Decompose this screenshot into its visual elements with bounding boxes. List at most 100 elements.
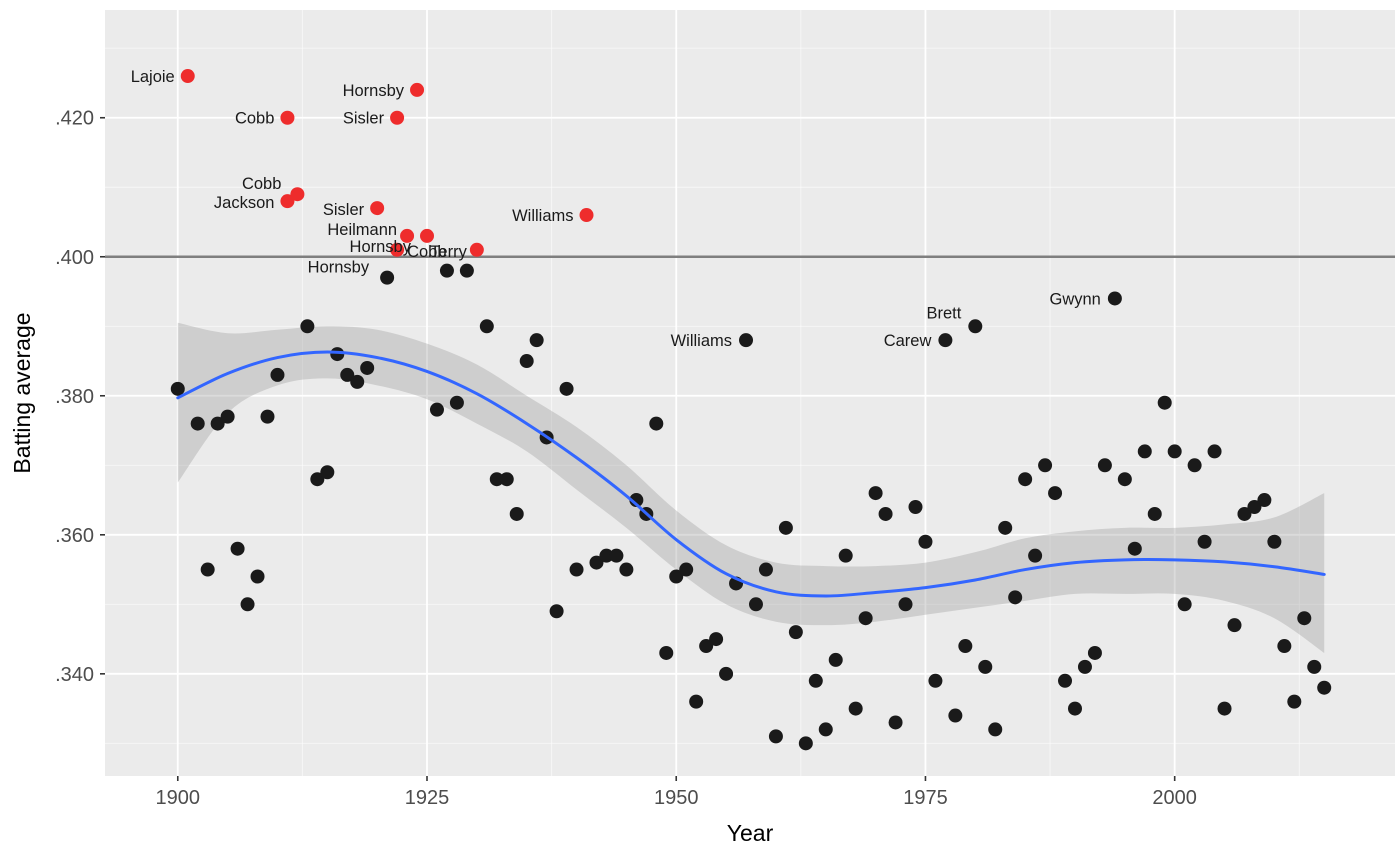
data-point (918, 534, 933, 549)
data-point (230, 541, 245, 556)
player-label: Lajoie (131, 68, 175, 86)
data-point (699, 639, 714, 654)
player-label: Sisler (343, 110, 385, 128)
data-point (220, 409, 235, 424)
data-point (719, 666, 734, 681)
player-label: Cobb (407, 243, 446, 261)
data-point (968, 319, 983, 334)
data-point (748, 597, 763, 612)
data-point (1117, 472, 1132, 487)
data-point (330, 347, 345, 362)
player-label: Hornsby (350, 238, 412, 256)
y-tick-label: .380 (55, 386, 94, 408)
confidence-ribbon (177, 322, 1325, 653)
data-point (938, 333, 953, 348)
data-point (709, 632, 724, 647)
data-point (240, 597, 255, 612)
player-label: Brett (926, 304, 961, 322)
x-tick-label: 1975 (903, 787, 948, 809)
highlight-point (579, 208, 594, 223)
data-point (1167, 444, 1182, 459)
data-point (449, 395, 464, 410)
data-point (549, 604, 564, 619)
player-label: Hornsby (308, 259, 370, 277)
data-point (948, 708, 963, 723)
data-point (1067, 701, 1082, 716)
data-point (838, 548, 853, 563)
data-point (1157, 395, 1172, 410)
data-point (858, 611, 873, 626)
plot-panel (105, 10, 1395, 776)
y-axis-title: Batting average (9, 312, 35, 473)
data-point (210, 416, 225, 431)
data-point (310, 472, 325, 487)
data-point (599, 548, 614, 563)
data-point (1217, 701, 1232, 716)
data-point (1277, 639, 1292, 654)
smooth-line (176, 350, 1326, 598)
data-point (1197, 534, 1212, 549)
data-point (1087, 645, 1102, 660)
y-tick-label: .400 (55, 247, 94, 269)
data-point (1177, 597, 1192, 612)
player-label: Heilmann (327, 221, 397, 239)
data-point (619, 562, 634, 577)
data-point (200, 562, 215, 577)
highlight-point (400, 228, 415, 243)
data-point (878, 506, 893, 521)
highlight-point (469, 242, 484, 257)
data-point (739, 333, 754, 348)
data-point (1048, 486, 1063, 501)
data-point (1237, 506, 1252, 521)
data-point (609, 548, 624, 563)
data-point (190, 416, 205, 431)
data-point (1077, 659, 1092, 674)
data-point (1257, 493, 1272, 508)
highlight-point (280, 110, 295, 125)
highlight-point (180, 69, 195, 84)
data-point (360, 360, 375, 375)
data-point (509, 506, 524, 521)
data-point (1008, 590, 1023, 605)
data-point (519, 354, 534, 369)
player-label: Williams (671, 332, 732, 350)
data-point (459, 263, 474, 278)
data-point (270, 367, 285, 382)
x-tick-label: 1950 (654, 787, 699, 809)
data-point (898, 597, 913, 612)
data-point (1058, 673, 1073, 688)
data-point (380, 270, 395, 285)
data-point (260, 409, 275, 424)
data-point (669, 569, 684, 584)
x-tick-label: 2000 (1152, 787, 1197, 809)
player-label: Gwynn (1050, 290, 1101, 308)
data-point (689, 694, 704, 709)
data-point (778, 520, 793, 535)
data-point (529, 333, 544, 348)
highlight-point (370, 201, 385, 216)
data-point (489, 472, 504, 487)
data-point (888, 715, 903, 730)
data-point (1137, 444, 1152, 459)
data-point (1097, 458, 1112, 473)
player-label: Sisler (323, 201, 365, 219)
data-point (758, 562, 773, 577)
highlight-point (290, 187, 305, 202)
x-tick-label: 1900 (156, 787, 201, 809)
x-axis-title: Year (727, 820, 774, 846)
highlight-point (410, 82, 425, 97)
data-point (848, 701, 863, 716)
data-point (1127, 541, 1142, 556)
data-point (589, 555, 604, 570)
y-tick-label: .360 (55, 525, 94, 547)
highlight-point (390, 242, 405, 257)
data-point (1107, 291, 1122, 306)
data-point (788, 625, 803, 640)
y-tick-label: .420 (55, 108, 94, 130)
data-point (429, 402, 444, 417)
data-point (1267, 534, 1282, 549)
data-point (1207, 444, 1222, 459)
